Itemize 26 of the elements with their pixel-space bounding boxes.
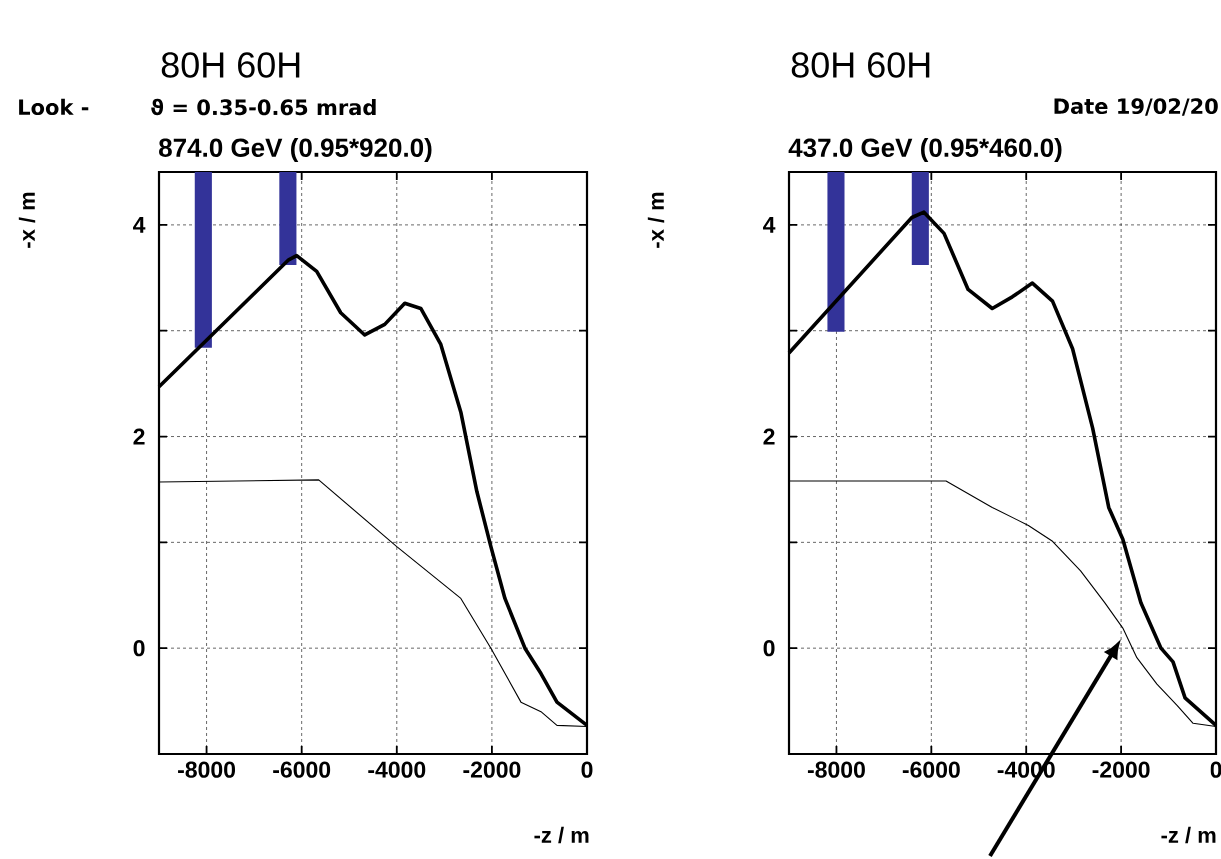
x-tick-label: -4000: [368, 761, 426, 778]
x-tick-label: -6000: [273, 761, 331, 778]
y-tick-label: 2: [763, 428, 775, 445]
chart-title: 874.0 GeV (0.95*920.0): [159, 137, 432, 163]
x-tick-label: 0: [1210, 761, 1221, 778]
text: 80H 60H: [161, 52, 300, 78]
x-tick-label: -8000: [807, 761, 865, 778]
y-tick-label: 0: [133, 640, 145, 657]
y-tick-label: 2: [133, 428, 145, 445]
x-tick-label: -6000: [902, 761, 960, 778]
y-axis-title: -x / m: [647, 192, 665, 248]
x-tick-label: -2000: [463, 761, 521, 778]
y-tick-label: 4: [133, 216, 146, 233]
text: Look -: [19, 98, 89, 116]
y-tick-label: 4: [763, 216, 776, 233]
x-tick-label: 0: [581, 761, 593, 778]
x-tick-label: -2000: [1092, 761, 1150, 778]
x-tick-label: -8000: [178, 761, 236, 778]
y-tick-label: 0: [763, 640, 775, 657]
text: ϑ = 0.35-0.65 mrad: [151, 98, 376, 116]
text: 80H 60H: [791, 52, 930, 78]
y-axis-title: -x / m: [18, 192, 36, 248]
x-axis-title: -z / m: [1161, 826, 1216, 844]
text: Date 19/02/20: [1054, 98, 1218, 116]
x-axis-title: -z / m: [534, 826, 589, 844]
chart-title: 437.0 GeV (0.95*460.0): [788, 137, 1062, 163]
